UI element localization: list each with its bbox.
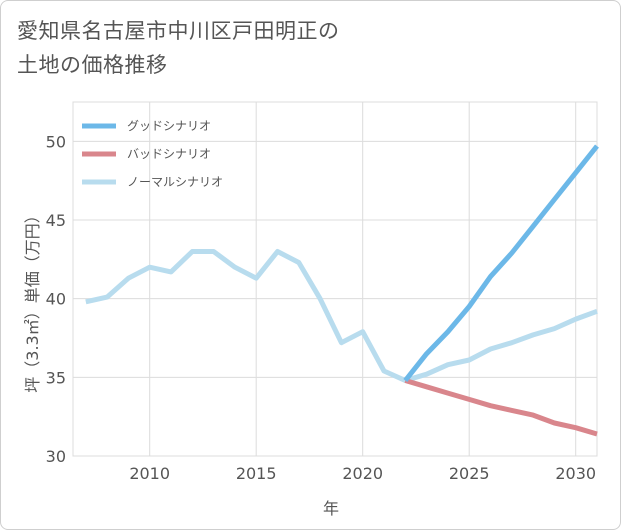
legend-label: グッドシナリオ xyxy=(127,119,211,133)
x-tick-label: 2010 xyxy=(129,464,170,483)
series-line-3 xyxy=(85,249,598,383)
x-tick-label: 2020 xyxy=(342,464,383,483)
x-tick-label: 2025 xyxy=(449,464,490,483)
tick-labels: 30 35 40 45 50 2010 2015 2020 2025 2030 xyxy=(46,132,596,483)
x-tick-label: 2015 xyxy=(236,464,277,483)
y-tick-label: 35 xyxy=(46,368,66,387)
series-line-1 xyxy=(403,144,599,383)
y-axis-label: 坪（3.3㎡）単価（万円） xyxy=(23,207,42,392)
series-layer xyxy=(85,144,599,437)
y-tick-label: 50 xyxy=(46,132,66,151)
x-tick-label: 2030 xyxy=(555,464,596,483)
legend-label: ノーマルシナリオ xyxy=(127,175,223,189)
y-tick-label: 45 xyxy=(46,211,66,230)
y-tick-label: 30 xyxy=(46,447,66,466)
legend-label: バッドシナリオ xyxy=(127,147,211,161)
y-tick-label: 40 xyxy=(46,290,66,309)
x-axis-label: 年 xyxy=(323,499,339,518)
chart-title: 愛知県名古屋市中川区戸田明正の 土地の価格推移 xyxy=(17,19,340,77)
series-line-2 xyxy=(404,378,598,437)
